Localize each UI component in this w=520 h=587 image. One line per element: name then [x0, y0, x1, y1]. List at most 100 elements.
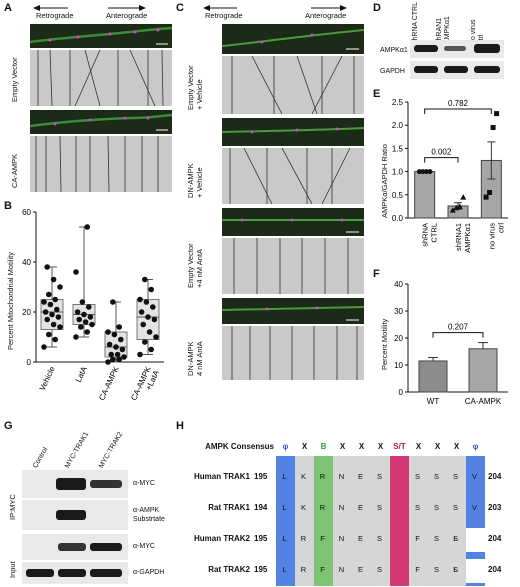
panel-letter-a: A — [4, 2, 12, 14]
panel-letter-h: H — [176, 420, 184, 432]
alignment-column — [295, 456, 314, 586]
sequence-residue: V — [471, 503, 477, 512]
sequence-residue: L — [453, 534, 458, 543]
sequence-residue: S — [452, 565, 458, 574]
anterograde-label-c: Anterograde — [305, 11, 347, 20]
chart-b-point — [121, 354, 127, 360]
chart-e-point — [487, 189, 493, 195]
chart-f-ytick-label: 0 — [399, 388, 404, 397]
chart-f: 0 10 20 30 40 WT CA-AMPK 0.207 — [394, 280, 508, 406]
consensus-residue: X — [295, 442, 314, 451]
sequence-residue: S — [376, 472, 382, 481]
chart-e-sig-label: 0.782 — [448, 99, 469, 108]
chart-b-point — [150, 304, 156, 310]
panel-letter-b: B — [4, 200, 12, 212]
chart-e-sig-label: 0.002 — [431, 148, 452, 157]
chart-b-point — [138, 309, 145, 315]
sequence-residue: R — [319, 472, 326, 481]
chart-b-point — [49, 311, 55, 318]
chart-e-sig-bracket — [424, 108, 492, 114]
chart-e-category-text: shRNA — [421, 223, 430, 247]
chart-f-ytick-label: 40 — [394, 280, 403, 289]
chart-e-point — [423, 169, 429, 175]
alignment-gap — [466, 559, 485, 583]
alignment-column — [276, 456, 295, 586]
chart-b-ytick-label: 0 — [27, 358, 32, 367]
sequence-residue: S — [452, 534, 458, 543]
consensus-residue: φ — [276, 442, 295, 451]
row-label-c2: DN-AMPK + Vehicle — [186, 163, 204, 198]
chart-b-point — [148, 346, 154, 353]
row-label-empty-vector: Empty Vector — [10, 57, 19, 102]
sequence-residue: N — [338, 534, 345, 543]
blot-g-group-ip: IP:MYC — [8, 494, 17, 520]
sequence-residue: N — [338, 565, 345, 574]
chart-b-point — [146, 329, 153, 335]
chart-e-category-label: no virus ctrl — [487, 223, 505, 250]
kymograph-c1 — [222, 56, 364, 114]
chart-b-point — [119, 346, 126, 353]
blot-d-gapdh — [410, 61, 504, 79]
chart-e: 0.0 0.5 1.0 1.5 2.0 2.5 shRNA CTRL shRNA1 AMPKα1 n… — [392, 98, 508, 253]
chart-b: 0 20 40 60 Vehicle LatA CA-AMPK CA-AMPK+LatA — [22, 208, 164, 402]
sequence-residue: N — [338, 503, 345, 512]
panel-a — [33, 5, 146, 11]
blot-g-ip-myc — [22, 470, 128, 498]
chart-b-point — [44, 316, 50, 323]
panel-letter-g: G — [4, 420, 13, 432]
panel-letter-e: E — [373, 88, 381, 100]
panel-c-arrows — [203, 5, 347, 11]
panel-letter-f: F — [373, 268, 380, 280]
sequence-end: 204 — [488, 472, 502, 481]
direction-arrows — [33, 5, 146, 11]
chart-e-point — [420, 169, 426, 175]
chart-b-point — [54, 306, 60, 313]
sequence-residue: K — [300, 503, 306, 512]
blot-g-lane-0: Control — [32, 446, 50, 470]
chart-b-point — [111, 331, 118, 338]
chart-e-category-text: CTRL — [430, 223, 439, 243]
chart-b-point — [106, 341, 113, 348]
chart-e-point — [416, 169, 422, 175]
blot-g-lane-2: MYC-TRAK2 — [98, 430, 125, 470]
sequence-residue: S — [452, 472, 458, 481]
blot-g-row-2: α-MYC — [133, 543, 155, 550]
blot-d-row-ampk: AMPKα1 — [380, 47, 408, 54]
chart-b-point — [46, 291, 52, 298]
kymograph-c4 — [222, 326, 364, 380]
blot-g-row-0: α-MYC — [133, 480, 155, 487]
chart-b-category-label: CA-AMPK+LatA — [129, 364, 161, 401]
sequence-name: Rat TRAK1 — [208, 503, 250, 512]
sequence-residue: S — [433, 534, 439, 543]
chart-b-point — [50, 276, 57, 283]
blot-g-group-input: Input — [8, 561, 17, 578]
chart-e-ytick-label: 2.5 — [392, 98, 404, 107]
chart-b-point — [140, 321, 146, 328]
alignment-column — [371, 456, 390, 586]
chart-b-point — [145, 314, 151, 320]
sequence-residue: F — [320, 534, 325, 543]
kymograph-ca-ampk — [30, 136, 172, 192]
neuron-image-c1 — [222, 24, 364, 54]
sequence-residue: K — [300, 472, 306, 481]
chart-b-point — [46, 331, 52, 338]
chart-b-point — [87, 314, 94, 320]
sequence-name: Human TRAK1 — [193, 472, 250, 481]
alignment-column — [466, 456, 485, 586]
chart-b-ytick-label: 60 — [22, 208, 31, 217]
chart-b-point — [116, 324, 122, 330]
chart-f-sig-bracket — [432, 332, 484, 338]
chart-e-category-text: ctrl — [496, 223, 505, 233]
chart-b-point — [105, 329, 111, 335]
chart-b-point — [84, 329, 90, 335]
consensus-label: AMPK Consensus — [205, 442, 274, 451]
alignment-column — [314, 456, 333, 586]
chart-f-ytick-label: 30 — [394, 307, 403, 316]
sequence-residue: E — [357, 565, 363, 574]
chart-b-point — [148, 286, 154, 293]
consensus-residue: X — [352, 442, 371, 451]
chart-e-ytick-label: 0.0 — [392, 214, 404, 223]
chart-b-category-text: CA-AMPK — [97, 364, 121, 401]
sequence-residue: E — [357, 472, 363, 481]
chart-b-point — [79, 299, 86, 305]
